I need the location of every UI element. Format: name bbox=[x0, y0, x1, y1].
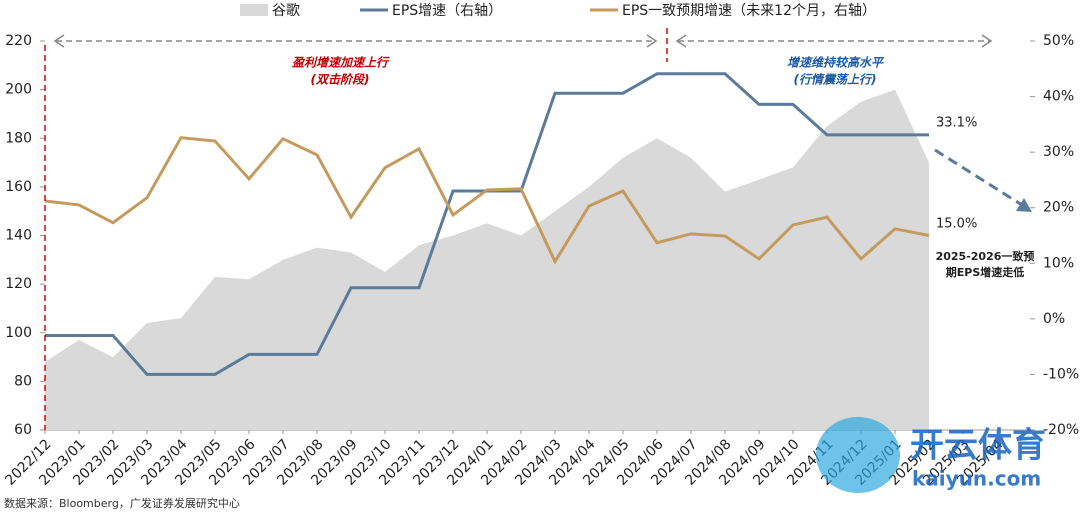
legend-label: EPS增速（右轴） bbox=[392, 3, 502, 19]
y-tick-label: 180 bbox=[5, 130, 32, 146]
y2-tick-label: 30% bbox=[1043, 144, 1074, 160]
annotation: 2025-2026一致预 bbox=[936, 249, 1035, 263]
y-tick-label: 100 bbox=[5, 325, 32, 341]
legend-label: EPS一致预期增速（未来12个月，右轴） bbox=[622, 3, 876, 19]
watermark-text: kaiyun.com bbox=[912, 467, 1041, 491]
y2-tick-label: 0% bbox=[1043, 311, 1065, 327]
legend-label: 谷歌 bbox=[272, 3, 300, 19]
annotation: 增速维持较高水平 bbox=[787, 56, 885, 70]
trend-arrow bbox=[934, 148, 1032, 212]
data-label: 33.1% bbox=[936, 116, 977, 131]
y-tick-label: 140 bbox=[5, 228, 32, 244]
data-label: 15.0% bbox=[936, 217, 977, 232]
source: 数据来源：Bloomberg，广发证券发展研究中心 bbox=[4, 496, 240, 510]
line bbox=[44, 136, 930, 265]
y-tick-label: 80 bbox=[14, 373, 32, 389]
y-tick-label: 160 bbox=[5, 179, 32, 195]
y2-tick-label: -10% bbox=[1043, 366, 1079, 382]
legend-swatch bbox=[240, 4, 268, 16]
y-tick-label: 200 bbox=[5, 82, 32, 98]
y2-tick-label: 40% bbox=[1043, 89, 1074, 105]
y2-tick-label: 50% bbox=[1043, 33, 1074, 49]
area bbox=[45, 89, 929, 430]
y-tick-label: 120 bbox=[5, 276, 32, 292]
plot: 60 80 100 120 140 160 180 200 220 -20% -10% 0% 10% 20… bbox=[2, 3, 1079, 489]
y-tick-label: 60 bbox=[14, 422, 32, 438]
y2-tick-label: 20% bbox=[1043, 200, 1074, 216]
y-tick-label: 220 bbox=[5, 33, 32, 49]
y2-tick-label: -20% bbox=[1043, 422, 1079, 438]
y2-tick-label: 10% bbox=[1043, 255, 1074, 271]
annotation: (双击阶段) bbox=[311, 73, 370, 87]
annotation: 盈利增速加速上行 bbox=[292, 56, 390, 70]
watermark: 开云体育 kaiyun.com bbox=[816, 417, 1046, 493]
watermark-text: 开云体育 bbox=[910, 426, 1046, 466]
annotation: 期EPS增速走低 bbox=[946, 265, 1025, 279]
phase-arrows bbox=[53, 34, 993, 48]
annotation: (行情震荡上行) bbox=[794, 73, 877, 87]
